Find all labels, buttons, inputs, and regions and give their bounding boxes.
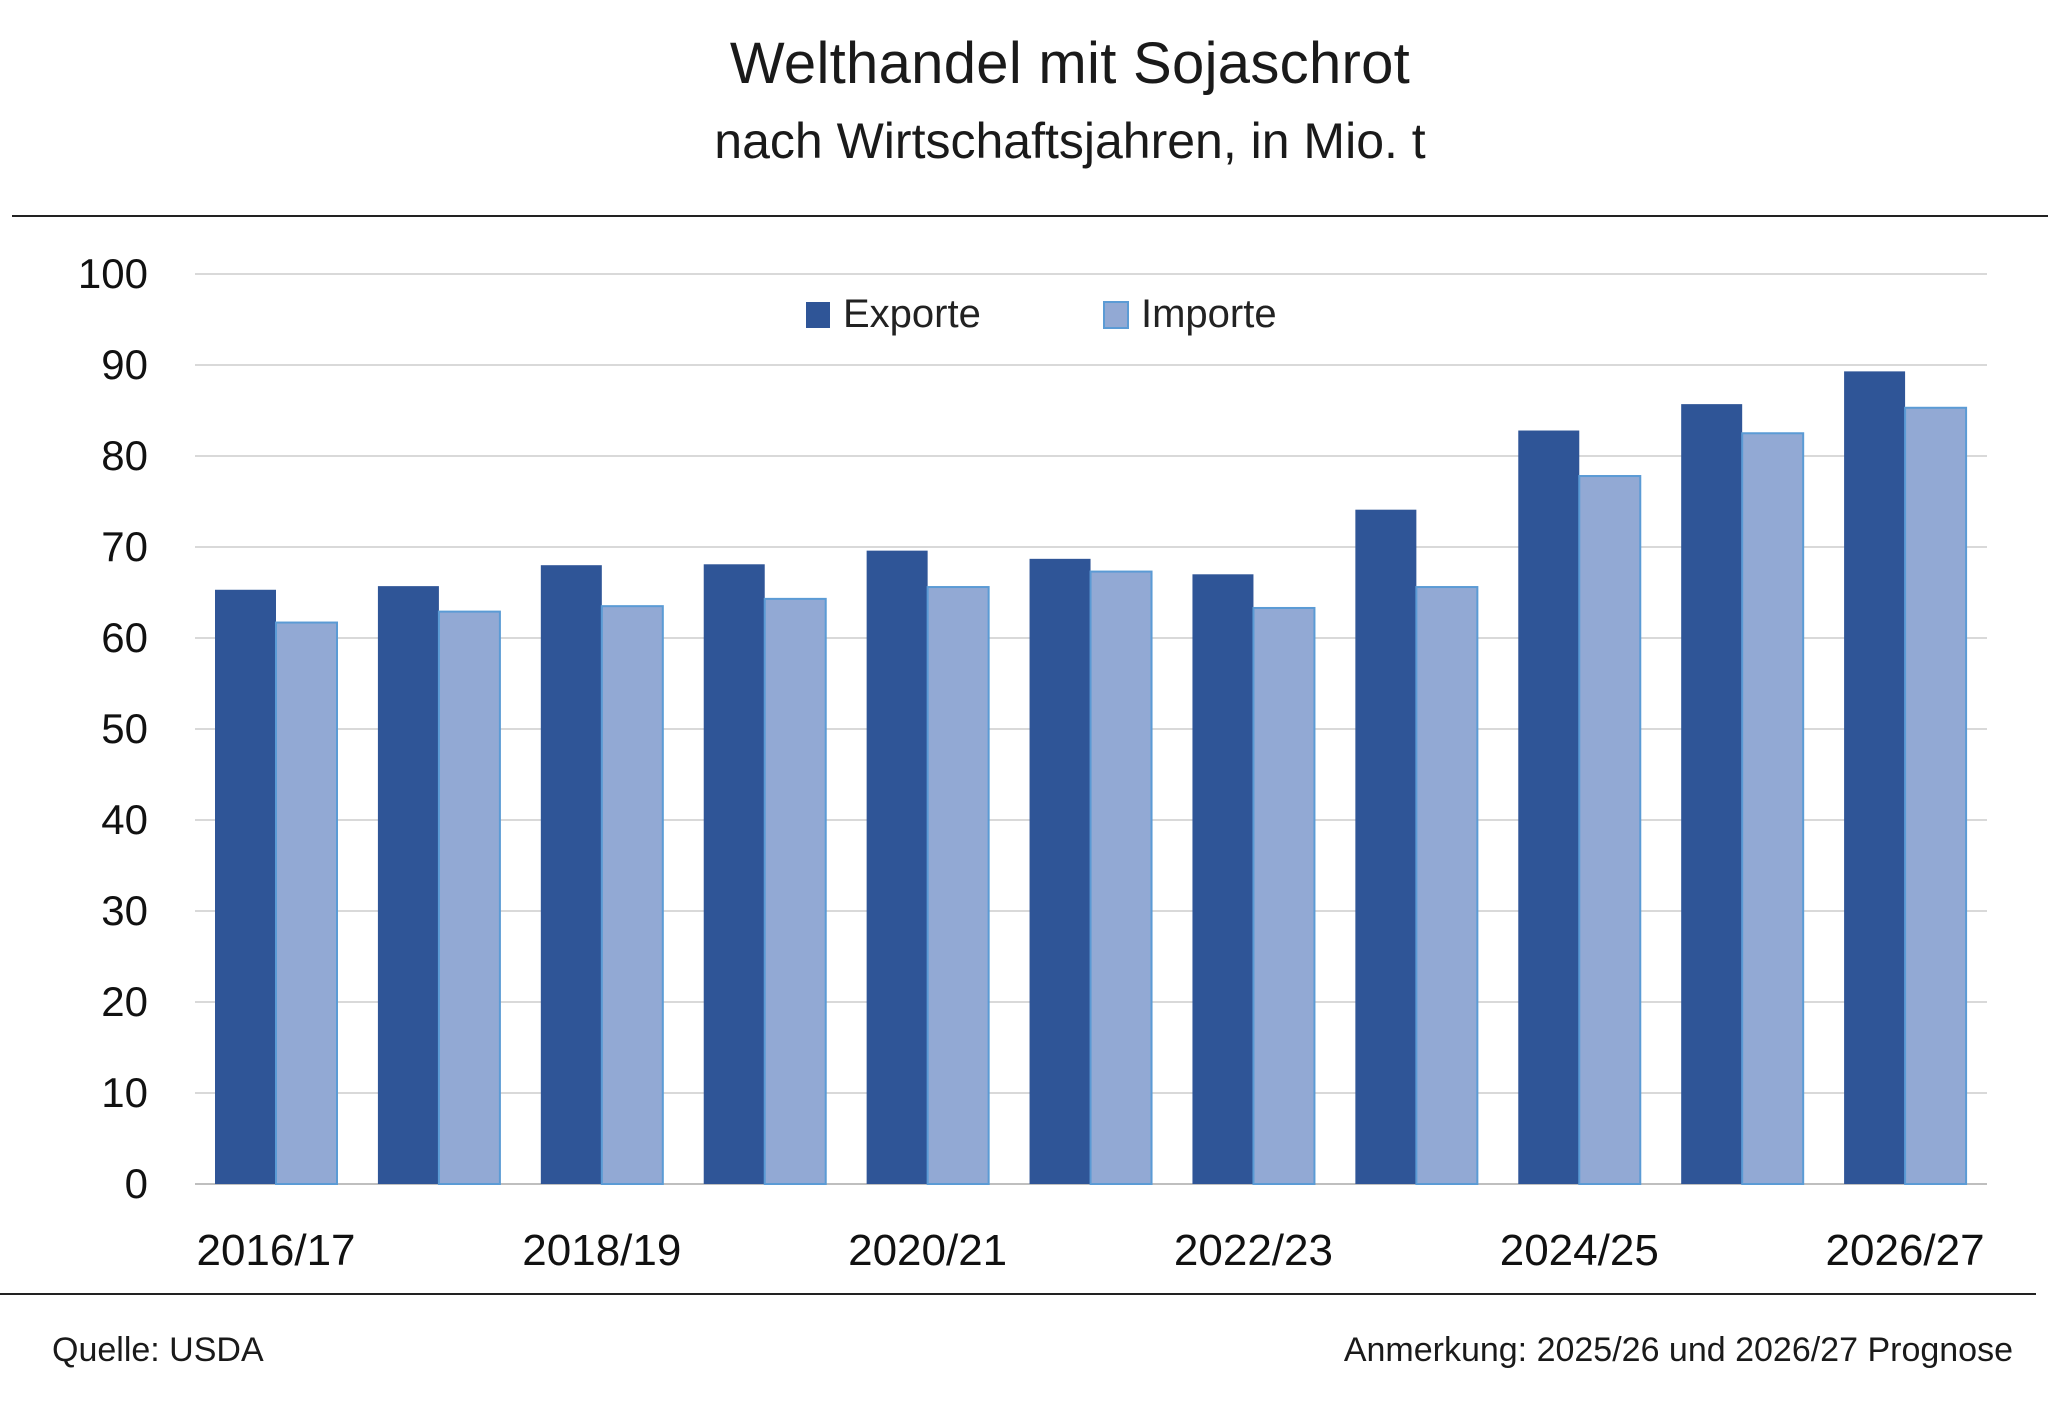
y-tick-label: 0 <box>125 1160 148 1207</box>
x-tick-label: 2026/27 <box>1826 1226 1985 1275</box>
bar-exporte <box>866 550 928 1184</box>
y-tick-label: 90 <box>101 341 148 388</box>
legend-label: Importe <box>1141 292 1277 336</box>
bar-importe <box>926 586 990 1185</box>
bar-exporte <box>1681 404 1743 1184</box>
y-tick-label: 20 <box>101 978 148 1025</box>
bar-exporte <box>1192 574 1254 1184</box>
x-tick-label: 2022/23 <box>1174 1226 1333 1275</box>
x-tick-label: 2018/19 <box>522 1226 681 1275</box>
bar-importe <box>1089 570 1153 1185</box>
bar-exporte <box>1518 430 1580 1184</box>
y-tick-label: 30 <box>101 887 148 934</box>
bar-importe <box>437 610 501 1185</box>
top-divider <box>12 215 2048 217</box>
y-tick-label: 40 <box>101 796 148 843</box>
x-axis-ticks: 2016/17 2018/19 2020/21 2022/23 2024/25 2026/… <box>196 1226 1984 1275</box>
x-tick-label: 2020/21 <box>848 1226 1007 1275</box>
legend-swatch <box>806 302 830 328</box>
y-tick-label: 50 <box>101 705 148 752</box>
bar-importe <box>1741 432 1805 1185</box>
chart-subtitle: nach Wirtschaftsjahren, in Mio. t <box>714 113 1426 169</box>
y-tick-label: 80 <box>101 432 148 479</box>
bar-importe <box>1904 406 1968 1185</box>
chart-title: Welthandel mit Sojaschrot <box>729 31 1411 96</box>
bar-exporte <box>1029 558 1091 1184</box>
legend-label: Exporte <box>843 292 981 336</box>
y-tick-label: 60 <box>101 614 148 661</box>
y-tick-label: 100 <box>78 250 148 297</box>
y-axis-ticks: 0 10 20 30 40 50 60 70 80 90 100 <box>78 250 148 1207</box>
bar-importe <box>600 605 664 1185</box>
bar-exporte <box>540 565 602 1184</box>
bar-exporte <box>215 589 276 1184</box>
bar-exporte <box>703 564 765 1184</box>
bar-exporte <box>1355 509 1417 1184</box>
x-tick-label: 2016/17 <box>196 1226 355 1275</box>
bar-importe <box>1252 606 1316 1185</box>
bottom-divider <box>0 1293 2036 1295</box>
bar-importe <box>763 597 827 1185</box>
y-tick-label: 70 <box>101 523 148 570</box>
bar-importe <box>1415 586 1479 1185</box>
bar-importe <box>275 621 338 1185</box>
bar-importe <box>1578 475 1642 1185</box>
bars <box>215 371 1968 1185</box>
legend-swatch <box>1103 301 1129 329</box>
bar-exporte <box>377 586 439 1184</box>
source-note: Quelle: USDA <box>52 1331 264 1369</box>
legend: Exporte Importe <box>806 292 1277 336</box>
bar-exporte <box>1844 371 1906 1184</box>
y-tick-label: 10 <box>101 1069 148 1116</box>
x-tick-label: 2024/25 <box>1500 1226 1659 1275</box>
forecast-note: Anmerkung: 2025/26 und 2026/27 Prognose <box>1343 1331 2013 1369</box>
